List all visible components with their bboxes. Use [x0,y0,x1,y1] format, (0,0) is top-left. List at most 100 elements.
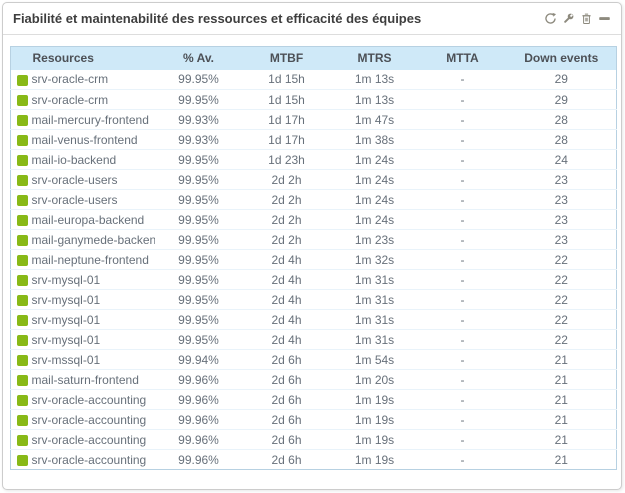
refresh-icon [545,12,557,24]
mtta-cell: - [418,369,507,390]
status-cell [10,329,31,350]
table-row: srv-oracle-accounting 99.96% 2d 6h 1m 19… [10,409,617,430]
table-row: srv-mysql-01 99.95% 2d 4h 1m 31s - 22 [10,289,617,310]
minus-icon [599,17,610,21]
configure-button[interactable] [561,11,576,26]
availability-cell: 99.95% [154,169,243,190]
down-events-cell: 23 [506,169,617,190]
status-ok-icon [17,414,28,426]
status-cell [10,249,31,270]
mtta-cell: - [418,189,507,210]
down-events-cell: 23 [506,229,617,250]
resource-cell: srv-mysql-01 [30,329,155,350]
down-events-cell: 22 [506,309,617,330]
down-events-cell: 21 [506,429,617,450]
availability-cell: 99.95% [154,89,243,110]
resource-cell: srv-oracle-users [30,189,155,210]
down-events-cell: 21 [506,369,617,390]
mtbf-cell: 2d 6h [242,429,331,450]
availability-cell: 99.95% [154,149,243,170]
availability-cell: 99.95% [154,329,243,350]
down-events-cell: 22 [506,249,617,270]
mtbf-cell: 2d 4h [242,289,331,310]
mtrs-cell: 1m 24s [330,209,419,230]
resource-cell: srv-oracle-accounting [31,452,147,467]
wrench-icon [564,13,574,23]
mtta-cell: - [418,229,507,250]
refresh-button[interactable] [543,11,558,26]
table-row: srv-oracle-accounting 99.96% 2d 6h 1m 19… [10,429,617,450]
availability-cell: 99.95% [154,229,243,250]
table-row: mail-europa-backend 99.95% 2d 2h 1m 24s … [10,209,617,230]
mtbf-cell: 2d 2h [242,209,331,230]
table-row: srv-oracle-users 99.95% 2d 2h 1m 24s - 2… [10,189,617,210]
down-events-cell: 23 [506,209,617,230]
table-row: mail-venus-frontend 99.93% 1d 17h 1m 38s… [10,129,617,150]
status-cell [10,169,31,190]
status-ok-icon [17,294,28,306]
mtbf-cell: 2d 6h [271,452,302,467]
mtrs-cell: 1m 32s [330,249,419,270]
down-events-cell: 21 [506,409,617,430]
down-events-cell: 28 [506,109,617,130]
status-ok-icon [17,434,28,446]
resource-cell: srv-mysql-01 [30,289,155,310]
table-row: mail-io-backend 99.95% 1d 23h 1m 24s - 2… [10,149,617,170]
table-row: mail-ganymede-backend 99.95% 2d 2h 1m 23… [10,229,617,250]
status-cell [10,309,31,330]
mtrs-cell: 1m 38s [330,129,419,150]
mtrs-cell: 1m 19s [330,389,419,410]
resource-cell: srv-oracle-accounting [30,389,155,410]
status-ok-icon [17,214,28,226]
mtta-cell: - [418,89,507,110]
mtbf-cell: 1d 15h [242,69,331,90]
status-ok-icon [17,274,28,286]
down-events-cell: 21 [506,349,617,370]
mtta-cell: - [418,349,507,370]
mtta-cell: - [418,409,507,430]
mtrs-cell: 1m 31s [330,309,419,330]
status-cell [11,450,31,470]
status-ok-icon [17,114,28,126]
table-row: srv-oracle-crm 99.95% 1d 15h 1m 13s - 29 [10,69,617,90]
status-cell [10,69,31,90]
down-events-cell: 22 [506,329,617,350]
down-events-cell: 22 [506,269,617,290]
availability-cell: 99.96% [154,409,243,430]
table-header: Resources % Av. MTBF MTRS MTTA Down even… [10,46,617,70]
status-ok-icon [17,374,28,386]
resource-cell: mail-saturn-frontend [30,369,155,390]
down-events-cell: 22 [506,289,617,310]
down-events-cell: 23 [506,189,617,210]
down-events-cell: 21 [554,452,568,467]
mtbf-cell: 2d 4h [242,309,331,330]
status-ok-icon [17,454,28,466]
status-ok-icon [17,334,28,346]
mtta-cell: - [418,389,507,410]
delete-button[interactable] [579,11,594,26]
status-ok-icon [17,94,28,106]
mtta-cell: - [418,109,507,130]
table-row: srv-mysql-01 99.95% 2d 4h 1m 31s - 22 [10,269,617,290]
mtbf-cell: 2d 6h [242,349,331,370]
status-ok-icon [17,394,28,406]
mtrs-cell: 1m 20s [330,369,419,390]
mtrs-cell: 1m 31s [330,269,419,290]
mtbf-cell: 2d 6h [242,409,331,430]
mtbf-cell: 2d 6h [242,389,331,410]
availability-cell: 99.96% [154,429,243,450]
table-row: mail-mercury-frontend 99.93% 1d 17h 1m 4… [10,109,617,130]
status-cell [10,369,31,390]
availability-cell: 99.95% [154,209,243,230]
status-cell [10,429,31,450]
column-header-status [10,46,31,70]
widget-body: Resources % Av. MTBF MTRS MTTA Down even… [3,35,621,470]
table-row: srv-mysql-01 99.95% 2d 4h 1m 31s - 22 [10,329,617,350]
resource-cell: srv-oracle-crm [30,89,155,110]
mtrs-cell: 1m 23s [330,229,419,250]
mtrs-cell: 1m 24s [330,169,419,190]
status-cell [10,189,31,210]
collapse-button[interactable] [597,11,612,26]
widget-toolbar [543,11,612,26]
